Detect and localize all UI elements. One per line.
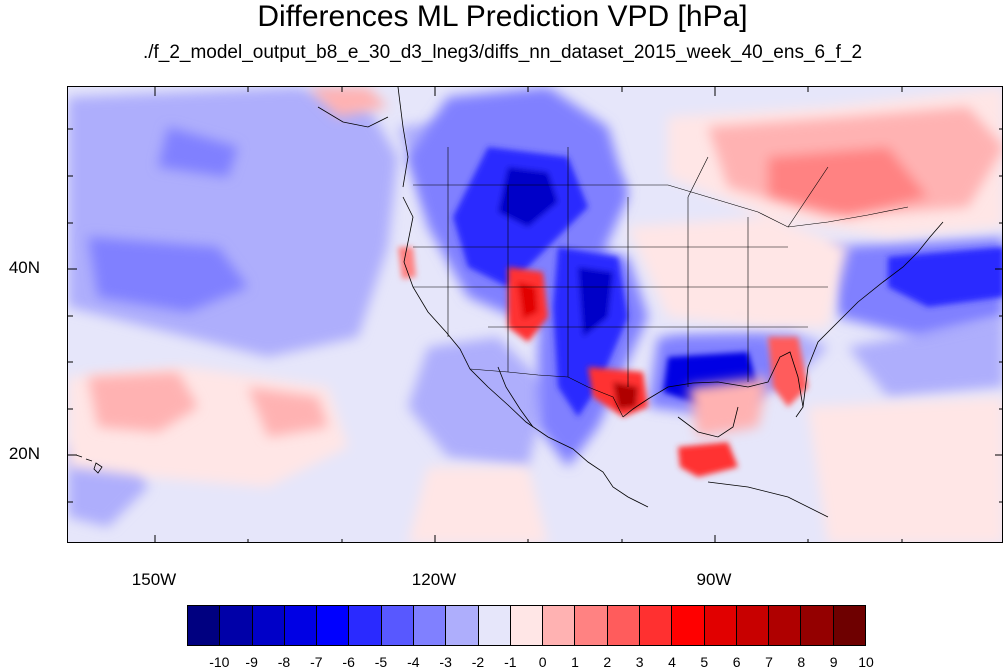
colorbar-box	[317, 606, 350, 645]
colorbar-tick-label: 1	[571, 654, 579, 670]
lat-label-40n: 40N	[8, 258, 40, 277]
colorbar-tick-label: 8	[797, 654, 806, 670]
colorbar-tick-label: -7	[310, 654, 323, 670]
axis-ticks	[68, 87, 1002, 542]
colorbar-tick-label: -6	[342, 654, 355, 670]
colorbar-tick-label: -4	[407, 654, 420, 670]
chart-title: Differences ML Prediction VPD [hPa]	[257, 0, 748, 33]
colorbar-box	[252, 606, 285, 645]
vpd-difference-map	[68, 87, 1002, 542]
colorbar-tick-label: 10	[858, 654, 874, 670]
colorbar-box	[575, 606, 608, 645]
colorbar-box	[446, 606, 479, 645]
colorbar-box	[833, 606, 865, 645]
colorbar-tick-label: 0	[538, 654, 547, 670]
coastlines	[317, 87, 944, 518]
field-medium-positive	[88, 107, 1002, 437]
colorbar-tick-label: 3	[635, 654, 644, 670]
colorbar-box	[704, 606, 737, 645]
colorbar-box	[349, 606, 382, 645]
colorbar-box	[188, 606, 221, 645]
map-panel	[67, 86, 1003, 543]
colorbar-box	[736, 606, 770, 645]
colorbar-box	[672, 606, 705, 645]
colorbar-tick-label: -3	[439, 654, 452, 670]
colorbar-box	[284, 606, 318, 645]
colorbar-box	[801, 606, 834, 645]
colorbar-box	[639, 606, 673, 645]
colorbar-box	[381, 606, 414, 645]
lon-label-90w: 90W	[696, 570, 732, 589]
political-borders	[413, 147, 909, 418]
colorbar-tick-label: 5	[700, 654, 709, 670]
colorbar-tick-label: -1	[504, 654, 517, 670]
colorbar-box	[413, 606, 447, 645]
colorbar-tick-label: -5	[374, 654, 388, 670]
colorbar-tick-label: 2	[603, 654, 612, 670]
lon-label-150w: 150W	[131, 570, 177, 589]
colorbar-tick-label: -9	[245, 654, 258, 670]
colorbar-tick-label: 4	[668, 654, 676, 670]
lat-label-20n: 20N	[8, 444, 40, 463]
colorbar-box	[543, 606, 576, 645]
colorbar-box	[769, 606, 802, 645]
lon-label-120w: 120W	[411, 570, 457, 589]
field-strong-positive	[398, 247, 808, 477]
colorbar-tick-label: -2	[471, 654, 485, 670]
chart-subtitle: ./f_2_model_output_b8_e_30_d3_lneg3/diff…	[142, 42, 863, 63]
colorbar-box	[510, 606, 544, 645]
colorbar-tick-label: -8	[277, 654, 291, 670]
colorbar-box	[220, 606, 253, 645]
colorbar-tick-label: -10	[209, 654, 230, 670]
colorbar-box	[478, 606, 511, 645]
colorbar-box	[607, 606, 640, 645]
colorbar-tick-label: 9	[829, 654, 838, 670]
colorbar-tick-label: 6	[732, 654, 741, 670]
colorbar-tick-label: 7	[765, 654, 773, 670]
colorbar	[187, 605, 866, 646]
